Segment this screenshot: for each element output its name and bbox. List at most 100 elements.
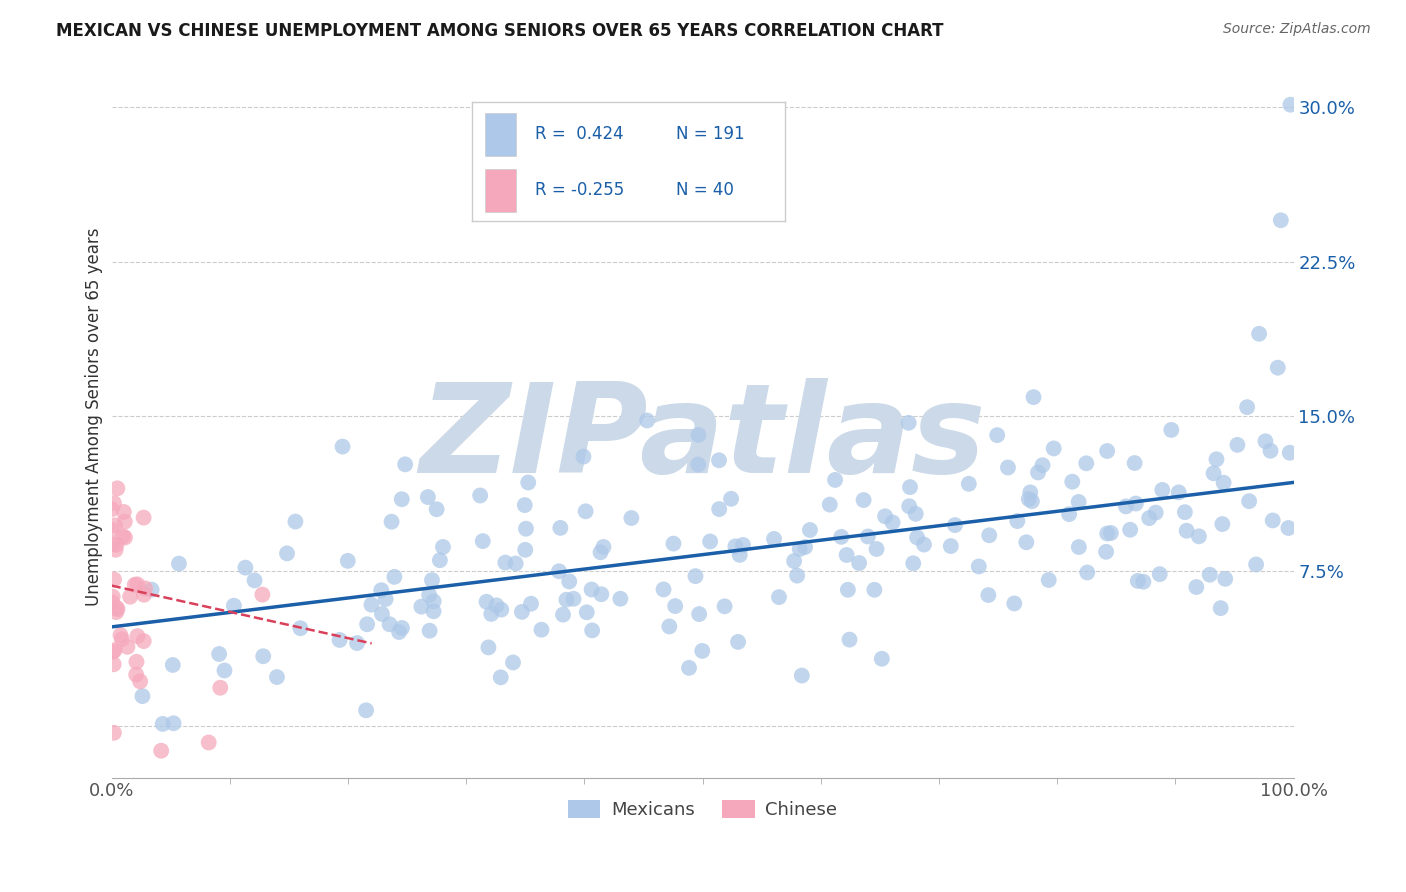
Point	[1067, 540, 1090, 554]
Point	[1213, 572, 1236, 586]
Point	[470, 488, 492, 502]
Point	[1244, 558, 1267, 572]
Point	[575, 504, 598, 518]
Point	[127, 629, 149, 643]
Point	[129, 674, 152, 689]
Point	[848, 556, 870, 570]
Point	[997, 460, 1019, 475]
Point	[1026, 466, 1049, 480]
Point	[132, 510, 155, 524]
Point	[688, 458, 710, 472]
Point	[763, 532, 786, 546]
Point	[865, 541, 887, 556]
Point	[1160, 423, 1182, 437]
Point	[120, 590, 142, 604]
Point	[429, 553, 451, 567]
Point	[1236, 400, 1258, 414]
Point	[575, 605, 598, 619]
Point	[581, 582, 603, 597]
Point	[125, 667, 148, 681]
Point	[856, 529, 879, 543]
Point	[652, 582, 675, 597]
Point	[943, 518, 966, 533]
Point	[380, 515, 402, 529]
Point	[384, 570, 406, 584]
Point	[731, 538, 754, 552]
Point	[1002, 597, 1025, 611]
Point	[374, 592, 396, 607]
Point	[835, 548, 858, 562]
Point	[786, 568, 808, 582]
Point	[197, 735, 219, 749]
Point	[530, 623, 553, 637]
Point	[1270, 213, 1292, 227]
Point	[489, 670, 512, 684]
Point	[1076, 456, 1098, 470]
Point	[830, 530, 852, 544]
Point	[875, 509, 897, 524]
Point	[870, 652, 893, 666]
Point	[1279, 97, 1302, 112]
Point	[863, 582, 886, 597]
Point	[1126, 574, 1149, 588]
Point	[100, 502, 122, 516]
Point	[903, 556, 925, 570]
Point	[150, 744, 173, 758]
Point	[332, 440, 354, 454]
Point	[290, 621, 312, 635]
Text: ZIPatlas: ZIPatlas	[419, 377, 986, 499]
Point	[709, 502, 731, 516]
Point	[558, 574, 581, 589]
Point	[103, 726, 125, 740]
Point	[432, 540, 454, 554]
Point	[1226, 438, 1249, 452]
Point	[904, 507, 927, 521]
Point	[1260, 443, 1282, 458]
Point	[391, 492, 413, 507]
Point	[636, 413, 658, 427]
Point	[1022, 390, 1045, 404]
Point	[589, 545, 612, 559]
Point	[562, 591, 585, 606]
Point	[252, 588, 274, 602]
Point	[1095, 545, 1118, 559]
Point	[101, 537, 124, 551]
Point	[266, 670, 288, 684]
Point	[789, 541, 811, 556]
Point	[1031, 458, 1053, 473]
Point	[477, 640, 499, 655]
Point	[1095, 444, 1118, 458]
Point	[101, 645, 124, 659]
Point	[1067, 495, 1090, 509]
Point	[127, 577, 149, 591]
Point	[551, 607, 574, 622]
Point	[162, 657, 184, 672]
Point	[110, 628, 132, 642]
Point	[411, 599, 433, 614]
Point	[104, 518, 127, 533]
Point	[105, 538, 128, 552]
Point	[371, 607, 394, 621]
Point	[284, 515, 307, 529]
Point	[852, 493, 875, 508]
Point	[1132, 574, 1154, 589]
Point	[494, 556, 516, 570]
Point	[124, 578, 146, 592]
Point	[517, 475, 540, 490]
Point	[1198, 567, 1220, 582]
Point	[1202, 467, 1225, 481]
Point	[690, 644, 713, 658]
Point	[1119, 523, 1142, 537]
Point	[1205, 452, 1227, 467]
Point	[420, 573, 443, 587]
Point	[346, 636, 368, 650]
Point	[979, 528, 1001, 542]
Point	[1125, 497, 1147, 511]
Point	[1278, 446, 1301, 460]
Point	[678, 661, 700, 675]
Point	[977, 588, 1000, 602]
Point	[1152, 483, 1174, 497]
Point	[799, 523, 821, 537]
Point	[103, 657, 125, 672]
Point	[114, 531, 136, 545]
